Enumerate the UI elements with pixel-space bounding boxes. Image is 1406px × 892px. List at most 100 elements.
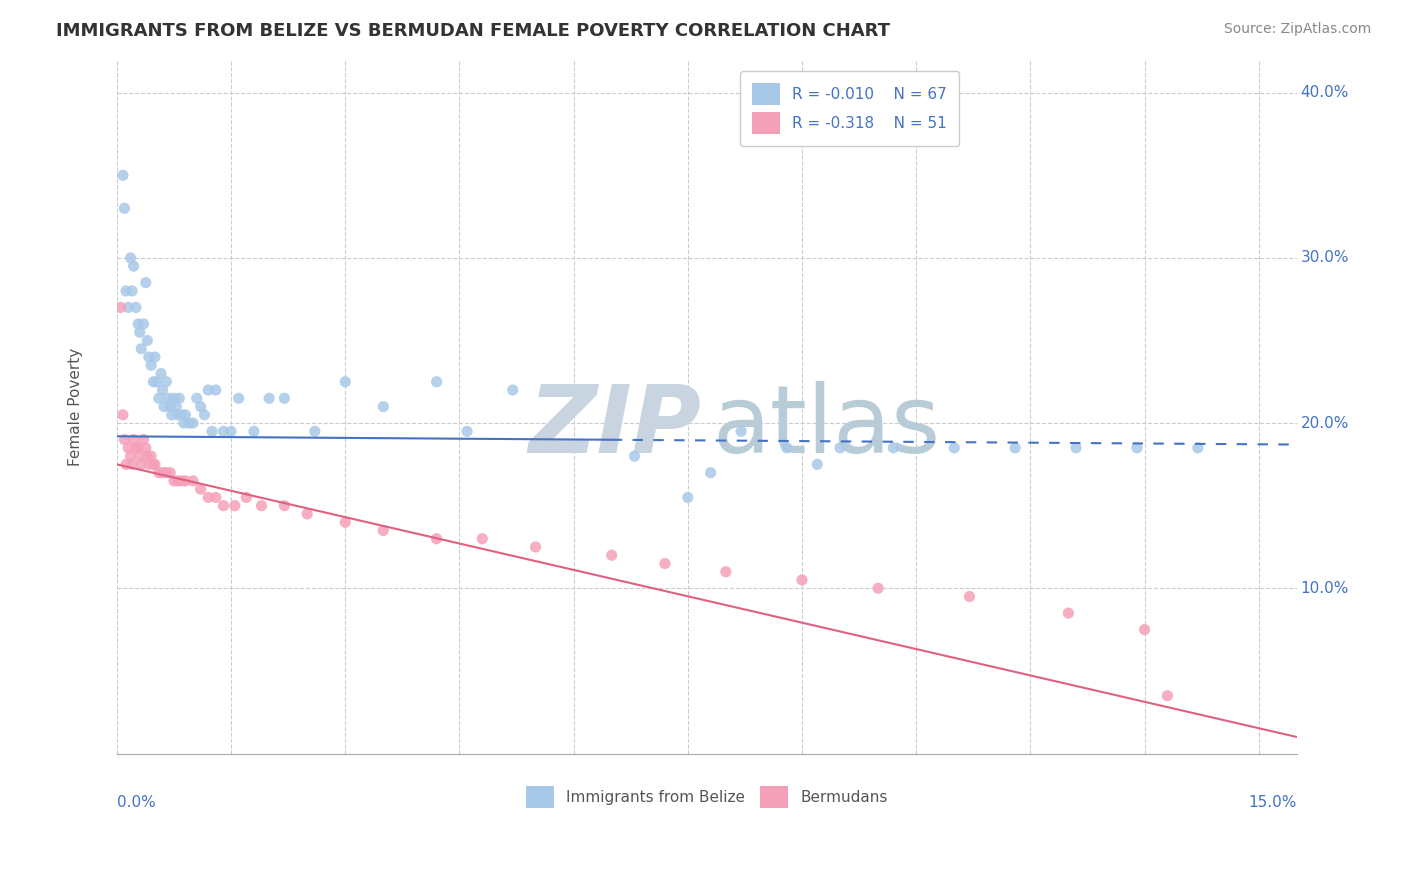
Point (1004, 441, 1026, 455)
Text: 0.0%: 0.0% (117, 795, 156, 810)
Point (135, 276, 157, 290)
Point (224, 499, 246, 513)
Point (654, 557, 676, 571)
Point (148, 466, 170, 480)
Point (174, 408, 197, 422)
Point (160, 408, 183, 422)
Point (143, 350, 166, 364)
Point (125, 441, 148, 455)
Point (181, 474, 204, 488)
Text: 20.0%: 20.0% (1301, 416, 1348, 431)
Point (125, 301, 148, 315)
Point (129, 342, 152, 356)
Point (1057, 606, 1080, 620)
Point (1064, 441, 1087, 455)
Point (115, 458, 138, 472)
Point (120, 449, 142, 463)
Point (173, 416, 195, 430)
Point (1156, 689, 1178, 703)
Point (142, 375, 165, 389)
Point (219, 425, 242, 439)
Point (295, 507, 318, 521)
Point (373, 524, 395, 538)
Point (868, 582, 890, 596)
Point (114, 433, 136, 447)
Point (273, 392, 295, 406)
Point (205, 383, 228, 397)
Point (1133, 623, 1156, 637)
Point (115, 284, 138, 298)
Point (152, 383, 174, 397)
Point (122, 433, 145, 447)
Text: Source: ZipAtlas.com: Source: ZipAtlas.com (1223, 22, 1371, 37)
Point (117, 301, 139, 315)
Point (155, 375, 177, 389)
Point (117, 441, 139, 455)
Point (181, 416, 204, 430)
Point (129, 458, 152, 472)
Point (142, 458, 165, 472)
Point (304, 425, 326, 439)
Point (153, 400, 176, 414)
Point (197, 383, 219, 397)
Text: 30.0%: 30.0% (1301, 251, 1350, 265)
Point (273, 499, 295, 513)
Point (114, 202, 136, 216)
Point (257, 392, 280, 406)
Point (148, 392, 170, 406)
Point (714, 565, 737, 579)
Point (790, 573, 813, 587)
Point (155, 466, 177, 480)
Point (373, 400, 395, 414)
Point (190, 482, 212, 496)
Point (152, 466, 174, 480)
Point (121, 284, 143, 298)
Point (228, 392, 250, 406)
Legend: Immigrants from Belize, Bermudans: Immigrants from Belize, Bermudans (519, 779, 896, 815)
Point (201, 425, 224, 439)
Point (471, 532, 494, 546)
Point (169, 392, 191, 406)
Point (159, 400, 181, 414)
Text: Female Poverty: Female Poverty (67, 347, 83, 466)
Point (139, 358, 162, 372)
Point (828, 441, 851, 455)
Point (132, 433, 155, 447)
Point (776, 441, 799, 455)
Point (170, 408, 193, 422)
Point (166, 408, 188, 422)
Point (502, 383, 524, 397)
Point (128, 325, 150, 339)
Point (170, 474, 193, 488)
Point (197, 491, 219, 505)
Point (1126, 441, 1149, 455)
Point (120, 251, 142, 265)
Point (243, 425, 266, 439)
Point (335, 375, 357, 389)
Point (1187, 441, 1209, 455)
Point (136, 449, 159, 463)
Point (145, 375, 167, 389)
Point (193, 408, 215, 422)
Point (205, 491, 228, 505)
Point (426, 532, 449, 546)
Point (163, 474, 186, 488)
Point (699, 466, 721, 480)
Point (806, 458, 828, 472)
Point (163, 392, 186, 406)
Point (235, 491, 257, 505)
Point (159, 466, 181, 480)
Point (186, 392, 208, 406)
Point (157, 392, 180, 406)
Point (139, 449, 162, 463)
Point (127, 441, 149, 455)
Point (730, 425, 752, 439)
Point (212, 499, 235, 513)
Point (121, 458, 143, 472)
Point (179, 416, 201, 430)
Point (524, 540, 547, 554)
Point (190, 400, 212, 414)
Point (122, 259, 145, 273)
Point (212, 425, 235, 439)
Text: ZIP: ZIP (529, 382, 702, 474)
